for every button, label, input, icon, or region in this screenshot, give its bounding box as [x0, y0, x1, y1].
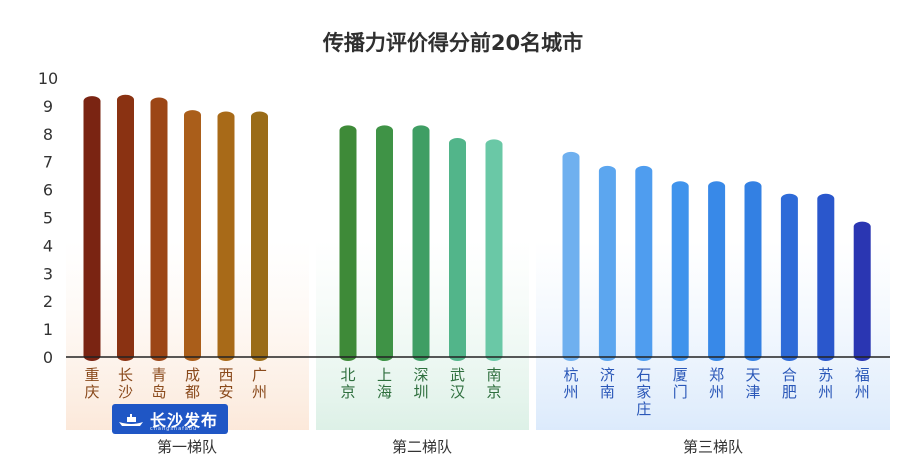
x-tick-label: 北 [340, 366, 355, 384]
y-tick-label: 5 [43, 209, 53, 228]
bar-天津 [744, 181, 762, 361]
bar-南京 [485, 139, 503, 361]
x-tick-label: 津 [745, 383, 760, 401]
boat-logo-icon [119, 414, 143, 426]
bar-济南 [598, 165, 616, 361]
y-tick-label: 6 [43, 181, 53, 200]
bar-杭州 [562, 151, 580, 361]
x-tick-label: 青 [151, 366, 166, 384]
x-tick-label: 圳 [413, 383, 428, 401]
y-tick-label: 3 [43, 264, 53, 283]
x-tick-label: 西 [218, 366, 233, 384]
bar-成都 [184, 110, 201, 362]
x-tick-label: 武 [450, 366, 465, 384]
bar-青岛 [150, 97, 168, 361]
bar-上海 [376, 125, 393, 362]
y-tick-label: 4 [43, 236, 53, 255]
x-tick-label: 州 [252, 383, 267, 401]
logo-subtext: changshafabu [150, 426, 198, 432]
x-tick-label: 庄 [636, 400, 651, 418]
y-tick-label: 1 [43, 320, 53, 339]
bar-郑州 [708, 181, 726, 361]
bar-石家庄 [635, 165, 653, 361]
x-tick-label: 广 [252, 366, 267, 384]
x-tick-label: 京 [486, 383, 501, 401]
x-tick-label: 南 [486, 366, 501, 384]
x-tick-label: 郑 [709, 366, 724, 384]
bar-西安 [217, 111, 235, 361]
x-tick-label: 天 [745, 366, 760, 384]
bar-苏州 [817, 193, 835, 361]
bar-厦门 [671, 181, 689, 361]
group-label: 第一梯队 [157, 438, 217, 456]
y-tick-label: 8 [43, 125, 53, 144]
y-tick-label: 7 [43, 153, 53, 172]
x-tick-label: 南 [600, 383, 615, 401]
group-label: 第三梯队 [683, 438, 743, 456]
x-tick-label: 京 [340, 383, 355, 401]
x-tick-label: 深 [413, 366, 428, 384]
x-tick-label: 岛 [151, 383, 166, 401]
x-tick-label: 重 [84, 366, 99, 384]
bar-重庆 [83, 96, 101, 361]
y-tick-label: 9 [43, 97, 53, 116]
bar-长沙 [117, 94, 134, 362]
y-tick-label: 2 [43, 292, 53, 311]
x-tick-label: 家 [636, 383, 651, 401]
x-tick-label: 州 [563, 383, 578, 401]
bar-广州 [251, 111, 268, 361]
x-tick-label: 沙 [118, 383, 133, 401]
bar-深圳 [412, 125, 430, 362]
x-tick-label: 庆 [84, 383, 99, 401]
group-labels: 第一梯队 第二梯队 第三梯队 [157, 438, 743, 456]
x-tick-label: 济 [600, 366, 615, 384]
bar-福州 [853, 221, 871, 361]
chart-title: 传播力评价得分前20名城市 [322, 31, 583, 55]
x-tick-label: 合 [782, 366, 797, 384]
bars [83, 94, 871, 362]
bar-武汉 [449, 137, 466, 361]
x-tick-label: 州 [855, 383, 870, 401]
x-tick-label: 门 [673, 383, 688, 401]
x-tick-label: 石 [636, 366, 651, 384]
changsha-fabu-logo: 长沙发布 changshafabu [112, 404, 228, 434]
x-axis-labels: 重庆长沙青岛成都西安广州北京上海深圳武汉南京杭州济南石家庄厦门郑州天津合肥苏州福… [84, 366, 869, 418]
x-tick-label: 肥 [782, 383, 797, 401]
y-tick-label: 0 [43, 348, 53, 367]
y-axis: 0 1 2 3 4 5 6 7 8 9 10 [38, 69, 58, 367]
x-tick-label: 都 [185, 383, 200, 401]
x-tick-label: 苏 [818, 366, 833, 384]
x-tick-label: 州 [818, 383, 833, 401]
x-tick-label: 长 [118, 366, 133, 384]
group-label: 第二梯队 [392, 438, 452, 456]
x-tick-label: 安 [218, 383, 233, 401]
logo-text: 长沙发布 [150, 411, 219, 430]
y-tick-label: 10 [38, 69, 58, 88]
x-tick-label: 汉 [450, 383, 465, 401]
x-tick-label: 海 [377, 383, 392, 401]
bar-北京 [339, 125, 357, 362]
x-tick-label: 州 [709, 383, 724, 401]
x-tick-label: 福 [855, 366, 870, 384]
bar-合肥 [780, 193, 798, 361]
x-tick-label: 厦 [673, 366, 688, 384]
x-tick-label: 上 [377, 366, 392, 384]
x-tick-label: 成 [185, 366, 200, 384]
x-tick-label: 杭 [563, 366, 578, 384]
